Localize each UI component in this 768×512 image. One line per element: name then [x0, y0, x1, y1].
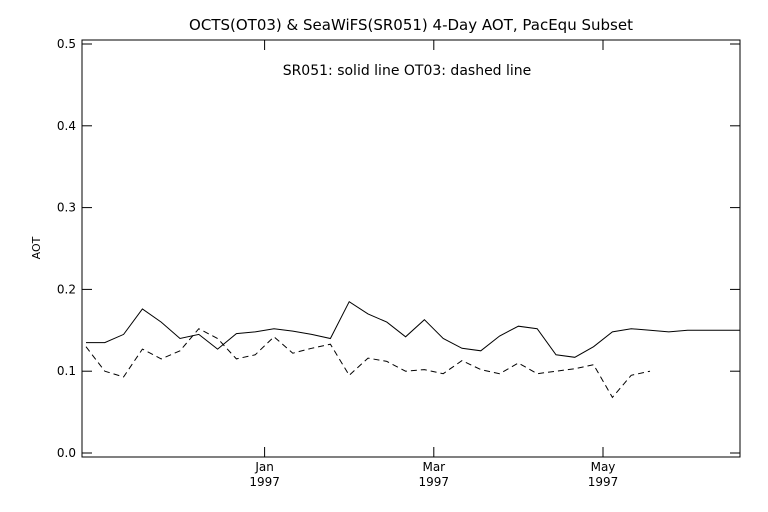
- x-tick-label-year: 1997: [249, 475, 280, 489]
- x-tick-label-year: 1997: [588, 475, 619, 489]
- y-axis: 0.0 0.1 0.2 0.3 0.4 0.5: [57, 37, 740, 460]
- series-style-annotation: SR051: solid line OT03: dashed line: [283, 63, 532, 79]
- y-tick-label: 0.1: [57, 364, 76, 378]
- x-tick-label-month: Mar: [422, 460, 445, 474]
- x-tick-label-month: May: [591, 460, 616, 474]
- y-tick-label: 0.3: [57, 201, 76, 215]
- y-tick-label: 0.0: [57, 446, 76, 460]
- plot-frame: [81, 39, 741, 458]
- series-line-sr051: [86, 300, 740, 358]
- x-tick-label-year: 1997: [419, 475, 450, 489]
- x-tick-label-month: Jan: [254, 460, 274, 474]
- series-line-ot03: [85, 328, 651, 399]
- y-tick-label: 0.5: [57, 37, 76, 51]
- y-tick-label: 0.2: [57, 282, 76, 296]
- y-tick-label: 0.4: [57, 119, 76, 133]
- y-axis-label: AOT: [30, 236, 43, 259]
- chart-title: OCTS(OT03) & SeaWiFS(SR051) 4-Day AOT, P…: [189, 16, 633, 34]
- series-layer: [85, 300, 740, 399]
